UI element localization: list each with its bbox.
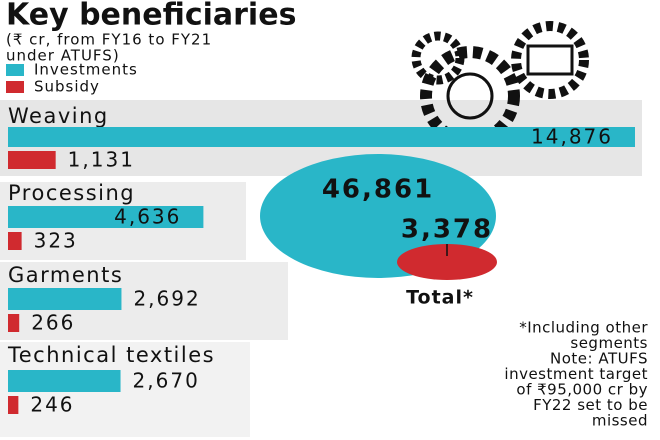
category-label: Processing [8, 181, 135, 205]
total-subsidy [397, 244, 497, 280]
category-label: Garments [8, 263, 123, 287]
value-label: 14,876 [531, 125, 613, 149]
legend-label: Investments [34, 61, 138, 79]
subtitle: (₹ cr, from FY16 to FY21 [6, 31, 212, 49]
investment-bar [8, 206, 204, 228]
subsidy-bar [8, 151, 56, 169]
total-value: 46,861 [322, 175, 434, 205]
value-label: 4,636 [114, 205, 181, 229]
category-label: Weaving [8, 104, 109, 128]
subsidy-bar [8, 396, 19, 414]
subtitle: under ATUFS) [6, 47, 120, 65]
category-label: Technical textiles [7, 343, 215, 367]
note: of ₹95,000 cr by [516, 381, 648, 399]
legend-label: Subsidy [34, 78, 100, 96]
value-label: 323 [34, 229, 78, 253]
note: investment target [504, 365, 648, 383]
value-label: 266 [31, 311, 75, 335]
investment-bar [8, 127, 635, 147]
value-label: 2,670 [133, 369, 200, 393]
value-label: 246 [30, 393, 74, 417]
note: FY22 set to be [533, 396, 648, 414]
investment-bar [8, 370, 121, 392]
note: Note: ATUFS [550, 350, 648, 368]
investment-bar [8, 288, 122, 310]
subsidy-bar [8, 232, 22, 250]
chart-title: Key beneficiaries [6, 0, 296, 33]
note: missed [592, 412, 648, 430]
note: segments [570, 334, 648, 352]
note: *Including other [519, 319, 648, 337]
total-label: Total* [406, 287, 474, 309]
total-value: 3,378 [401, 215, 493, 245]
value-label: 2,692 [133, 287, 200, 311]
legend-swatch [6, 64, 24, 76]
legend-swatch [6, 81, 24, 93]
value-label: 1,131 [68, 148, 135, 172]
subsidy-bar [8, 314, 20, 332]
gear-icons [411, 21, 589, 146]
